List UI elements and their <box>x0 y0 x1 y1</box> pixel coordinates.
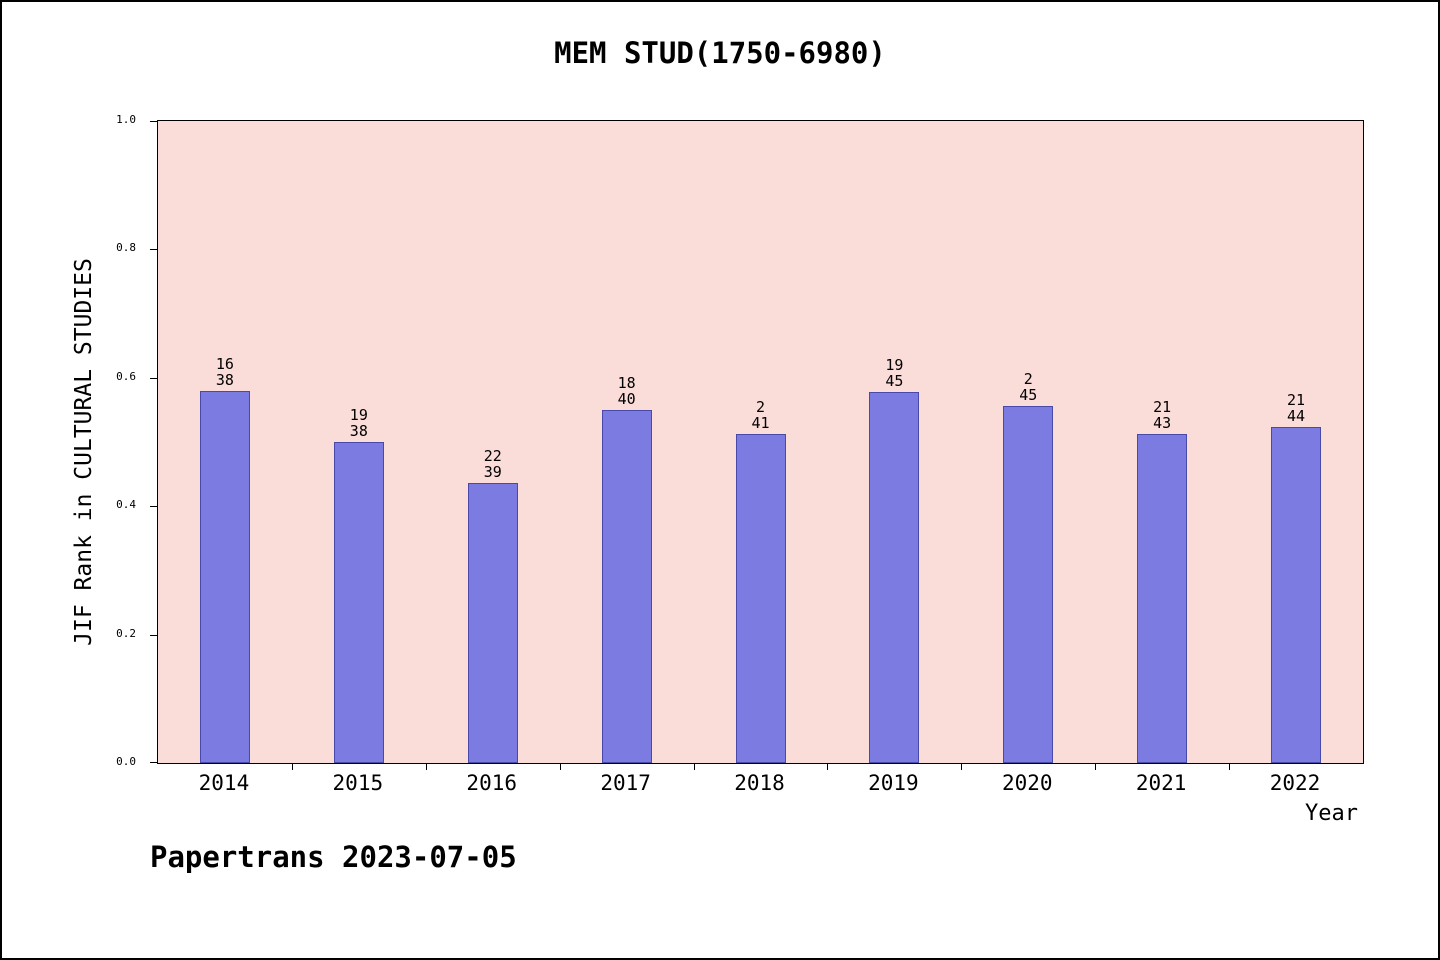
bar <box>869 392 920 763</box>
x-tick <box>694 763 695 770</box>
watermark-text: Papertrans 2023-07-05 <box>150 840 517 874</box>
bar-value-rank: 21 <box>1287 391 1306 409</box>
bar-value-total: 38 <box>215 371 234 389</box>
bar <box>199 391 250 763</box>
bar-value-label: 19 45 <box>849 357 939 389</box>
y-axis: 0.0 0.2 0.4 0.6 0.8 1.0 <box>2 113 150 768</box>
bar-value-label: 18 40 <box>582 375 672 407</box>
bar-value-label: 19 38 <box>314 407 404 439</box>
x-tick-label: 2019 <box>868 771 919 795</box>
bar-value-total: 45 <box>885 372 904 390</box>
bar-value-label: 2 45 <box>983 371 1073 403</box>
x-tick <box>560 763 561 770</box>
bar <box>1271 427 1322 763</box>
x-tick-label: 2020 <box>1001 771 1053 795</box>
y-tick-label: 0.6 <box>116 370 136 383</box>
bar-value-rank: 19 <box>349 406 368 424</box>
bar-value-total: 38 <box>349 422 368 440</box>
x-tick <box>827 763 828 770</box>
y-tick-label: 0.4 <box>116 498 136 511</box>
bar <box>1137 434 1188 763</box>
bar-value-total: 43 <box>1153 414 1172 432</box>
bar-value-rank: 18 <box>617 374 636 392</box>
bar-value-total: 39 <box>483 463 502 481</box>
bar <box>735 434 786 763</box>
bar-value-rank: 16 <box>215 355 234 373</box>
y-tick <box>150 762 157 763</box>
bar-value-rank: 19 <box>885 356 904 374</box>
bar-value-total: 44 <box>1287 407 1306 425</box>
plot-area: 16 38 19 38 22 39 18 40 2 41 19 45 2 45 21 43 21 44 <box>150 120 1364 770</box>
bar <box>1003 406 1054 763</box>
bar-value-total: 40 <box>617 390 636 408</box>
bar-value-total: 41 <box>751 414 770 432</box>
bar-value-rank: 22 <box>483 447 502 465</box>
x-tick-label: 2014 <box>198 771 250 795</box>
x-tick-label: 2022 <box>1269 771 1321 795</box>
x-tick-label: 2018 <box>734 771 785 795</box>
x-tick-label: 2015 <box>332 771 384 795</box>
x-tick-label: 2016 <box>466 771 517 795</box>
chart-title: MEM STUD(1750-6980) <box>554 36 886 70</box>
bar-value-rank: 2 <box>1023 370 1033 388</box>
x-axis: 2014 2015 2016 2017 2018 2019 2020 2021 2022 <box>157 767 1362 807</box>
bar <box>333 442 384 763</box>
bar <box>601 410 652 763</box>
x-tick <box>292 763 293 770</box>
y-tick-label: 0.2 <box>116 627 136 640</box>
x-tick <box>961 763 962 770</box>
bar-value-label: 2 41 <box>716 399 806 431</box>
bar-value-total: 45 <box>1019 386 1038 404</box>
y-tick <box>150 506 157 507</box>
y-tick <box>150 378 157 379</box>
y-tick-label: 0.8 <box>116 241 136 254</box>
x-tick <box>1095 763 1096 770</box>
x-tick-label: 2021 <box>1135 771 1187 795</box>
x-tick <box>426 763 427 770</box>
x-tick-label: 2017 <box>600 771 651 795</box>
y-tick <box>150 635 157 636</box>
bar-value-label: 16 38 <box>180 356 270 388</box>
x-tick <box>1229 763 1230 770</box>
bar-value-label: 22 39 <box>448 448 538 480</box>
bar-value-rank: 2 <box>755 398 766 416</box>
y-tick-label: 0.0 <box>116 755 136 768</box>
bar-value-label: 21 44 <box>1251 392 1341 424</box>
bar-value-rank: 21 <box>1153 398 1172 416</box>
y-tick-label: 1.0 <box>116 113 136 126</box>
y-tick <box>150 249 157 250</box>
bar-value-label: 21 43 <box>1117 399 1207 431</box>
x-axis-title: Year <box>1305 801 1358 826</box>
bar <box>467 483 518 763</box>
y-tick <box>150 121 157 122</box>
